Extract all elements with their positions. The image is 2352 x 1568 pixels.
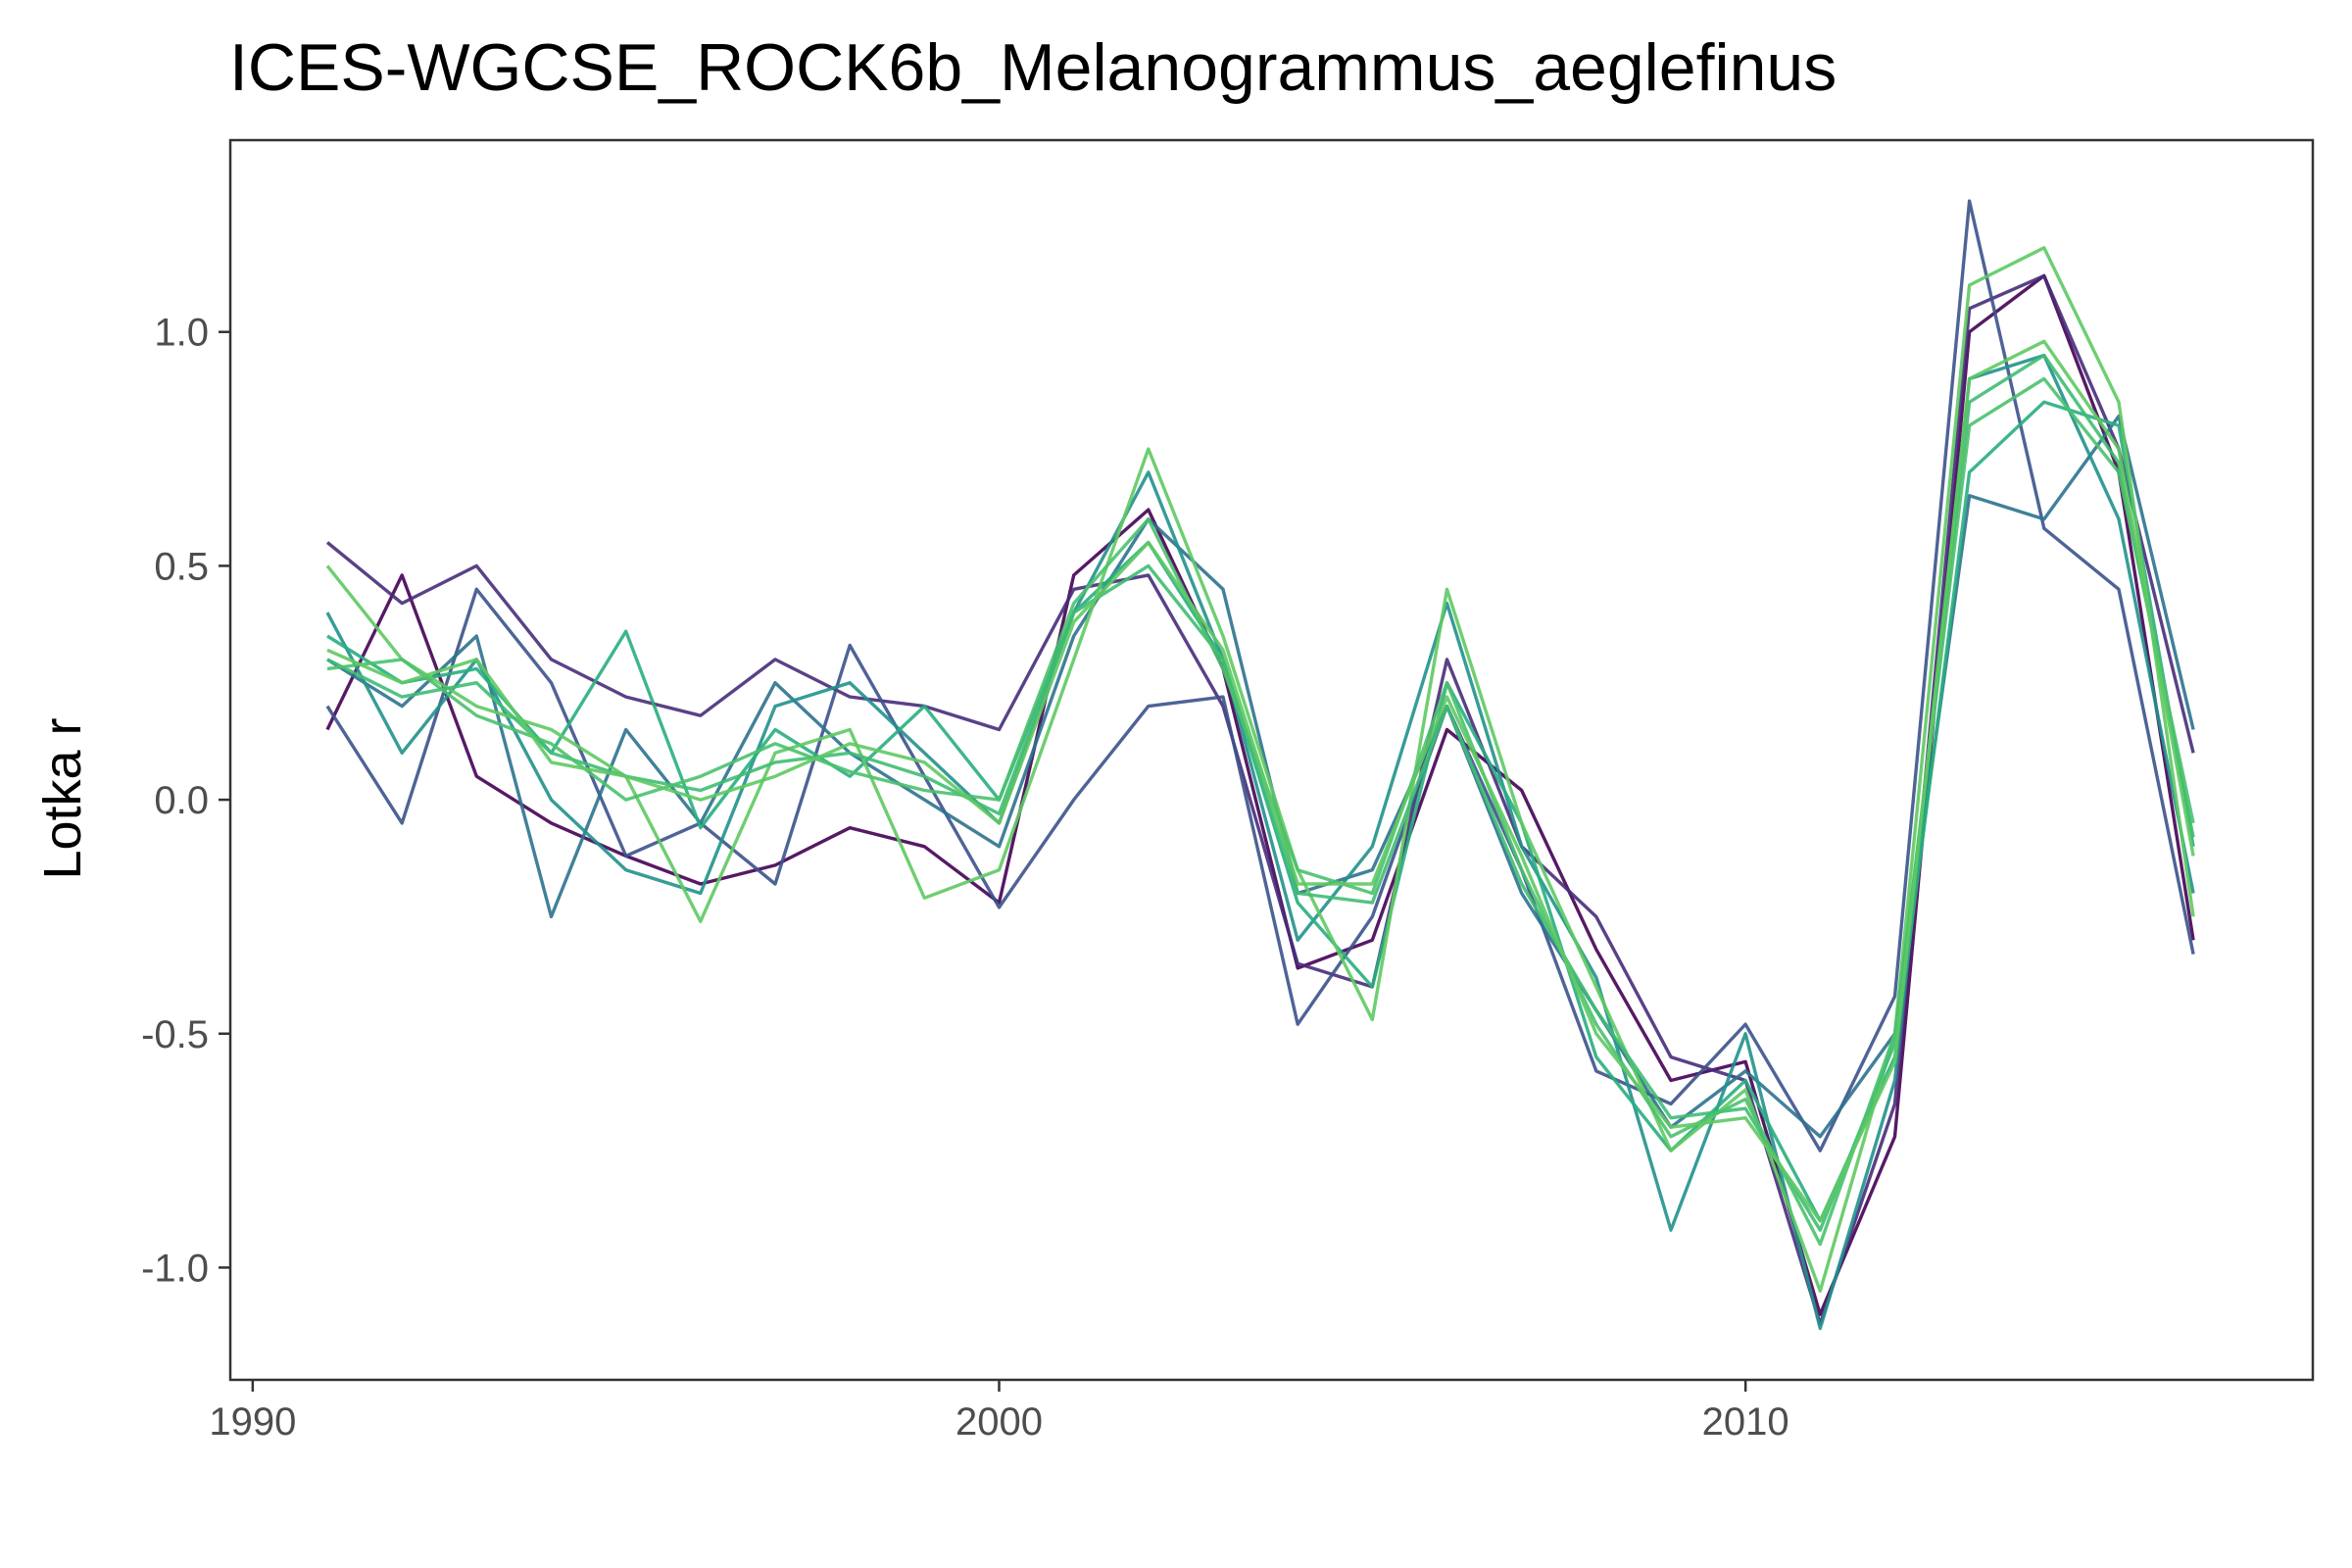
- y-tick-label: 1.0: [154, 312, 209, 355]
- y-tick-label: 0.0: [154, 779, 209, 822]
- series-line-5: [325, 353, 2195, 1331]
- chart-title: ICES-WGCSE_ROCK6b_Melanogrammus_aeglefin…: [229, 30, 1837, 105]
- series-line-4: [326, 414, 2195, 1139]
- x-tick-label: 1990: [209, 1400, 296, 1444]
- x-tick-label: 2000: [956, 1400, 1043, 1444]
- series-line-10: [326, 339, 2195, 1223]
- y-axis-label: Lotka r: [33, 717, 92, 879]
- y-tick-label: -1.0: [141, 1247, 209, 1290]
- y-tick-label: 0.5: [154, 545, 209, 588]
- plot-panel-border: [228, 138, 2315, 1382]
- series-layer: [325, 199, 2195, 1331]
- y-axis: 1.0 0.5 0.0 -0.5 -1.0: [141, 312, 230, 1290]
- series-line-3: [325, 199, 2195, 1152]
- series-line-2: [325, 273, 2195, 1326]
- series-line-1: [325, 273, 2195, 1316]
- y-tick-label: -0.5: [141, 1013, 209, 1056]
- x-tick-label: 2010: [1702, 1400, 1789, 1444]
- x-axis: 1990 2000 2010: [209, 1380, 1789, 1444]
